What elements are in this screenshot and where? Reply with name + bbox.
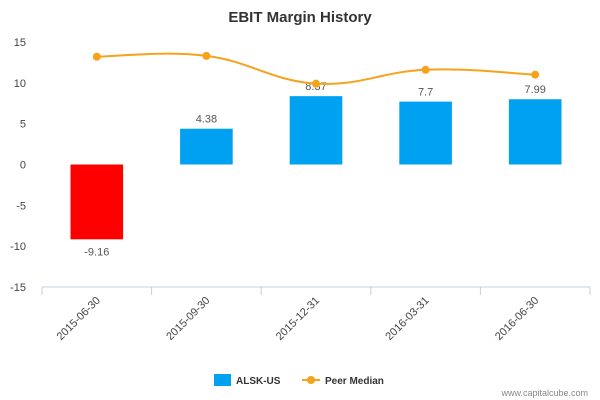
bar	[508, 99, 562, 165]
x-tick-label: 2016-06-30	[493, 295, 541, 343]
bar	[180, 128, 233, 165]
peer-median-line	[96, 52, 536, 85]
peer-median-point	[202, 51, 211, 60]
peer-median-point	[92, 52, 101, 61]
bar-data-label: 7.7	[418, 87, 433, 99]
bar	[289, 96, 343, 165]
bar-data-label: -9.16	[84, 246, 109, 258]
x-tick-label: 2015-06-30	[55, 295, 103, 343]
bar-data-label: 4.38	[196, 114, 217, 126]
y-tick-label: -5	[16, 200, 26, 212]
x-tick-label: 2016-03-31	[383, 295, 431, 343]
y-tick-label: 15	[14, 37, 26, 49]
peer-median-point	[531, 70, 540, 79]
y-tick-label: 5	[20, 119, 26, 131]
y-tick-label: -15	[10, 282, 26, 294]
x-tick-label: 2015-12-31	[274, 295, 322, 343]
bar-data-label: 7.99	[524, 84, 545, 96]
bar	[399, 101, 452, 165]
y-tick-label: -10	[10, 241, 26, 253]
bar-series	[70, 96, 562, 240]
chart-title: EBIT Margin History	[228, 9, 372, 26]
x-tick-label: 2015-09-30	[164, 295, 212, 343]
y-tick-label: 10	[14, 78, 26, 90]
x-axis: 2015-06-30 2015-09-30 2015-12-31 2016-03-31…	[41, 286, 591, 343]
bar	[70, 164, 124, 240]
peer-median-series	[92, 51, 540, 88]
legend-alsk-swatch	[214, 374, 231, 386]
credit-text: www.capitalcube.com	[500, 388, 588, 398]
legend-peer-median-marker	[307, 376, 315, 384]
y-tick-label: 0	[20, 160, 26, 172]
peer-median-point	[312, 79, 320, 88]
peer-median-point	[421, 65, 430, 74]
legend: ALSK-US Peer Median	[214, 374, 384, 387]
legend-peer-median-label: Peer Median	[325, 376, 384, 387]
legend-alsk-label: ALSK-US	[236, 376, 281, 387]
y-axis: 15 10 5 0 -5 -10 -15	[10, 37, 26, 294]
